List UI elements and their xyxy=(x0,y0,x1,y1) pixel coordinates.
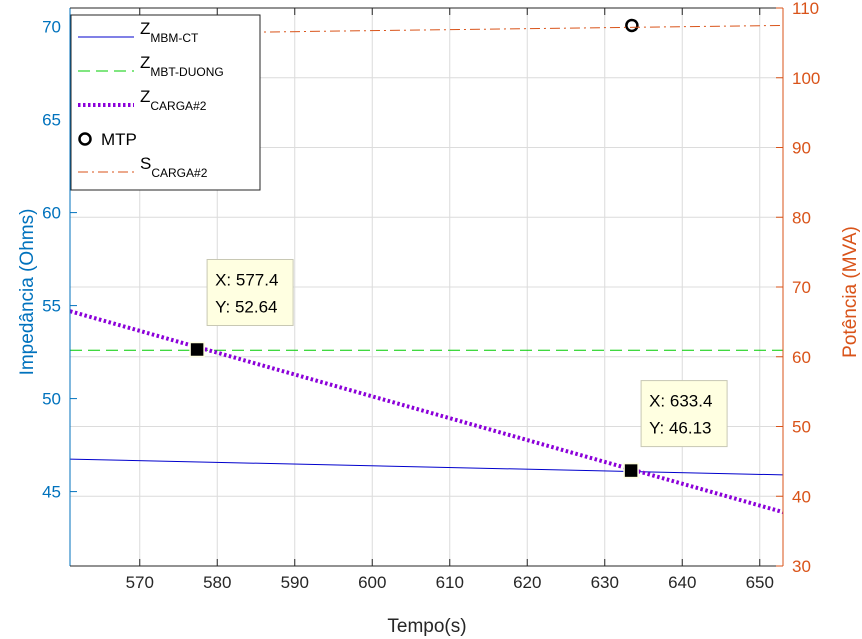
datatip-marker xyxy=(189,341,205,358)
x-tick-label: 610 xyxy=(436,573,464,592)
y-right-tick-label: 80 xyxy=(792,208,811,227)
y-left-tick-label: 55 xyxy=(42,297,61,316)
y-right-tick-label: 60 xyxy=(792,348,811,367)
legend-marker-mtp xyxy=(78,132,92,146)
datatips: X: 577.4 Y: 52.64 X: 633.4 Y: 46.13 xyxy=(189,258,728,479)
legend-label: ZCARGA#2 xyxy=(140,87,207,113)
y-right-tick-label: 90 xyxy=(792,139,811,158)
datatip-y-text: Y: 46.13 xyxy=(649,419,711,438)
x-axis-label: Tempo(s) xyxy=(387,616,466,637)
datatip-x-text: X: 577.4 xyxy=(215,270,278,289)
datatip-x-text: X: 633.4 xyxy=(649,392,712,411)
y-left-tick-label: 65 xyxy=(42,111,61,130)
datatip-box xyxy=(206,258,294,326)
x-tick-label: 630 xyxy=(591,573,619,592)
legend-label: ZMBM-CT xyxy=(140,19,199,45)
legend-box xyxy=(70,14,261,191)
series-marker-mtp xyxy=(625,18,639,33)
y-right-tick-label: 30 xyxy=(792,557,811,576)
tick-labels: 570 580 590 600 610 620 630 640 650 45 50 55 60 65 70 3… xyxy=(42,0,820,592)
x-tick-label: 580 xyxy=(203,573,231,592)
legend-label: ZMBT-DUONG xyxy=(140,53,224,79)
axes xyxy=(69,7,784,567)
y-left-tick-label: 60 xyxy=(42,204,61,223)
series-line-s-carga-2 xyxy=(69,24,784,35)
x-tick-label: 590 xyxy=(281,573,309,592)
y-right-tick-label: 70 xyxy=(792,278,811,297)
y-right-tick-label: 110 xyxy=(792,0,819,18)
x-tick-label: 640 xyxy=(668,573,696,592)
y-right-tick-label: 40 xyxy=(792,487,811,506)
y-left-tick-label: 45 xyxy=(42,483,61,502)
y-right-tick-label: 100 xyxy=(792,69,820,88)
legend-label: SCARGA#2 xyxy=(140,154,208,180)
y-left-tick-label: 50 xyxy=(42,390,61,409)
datatip-y-text: Y: 52.64 xyxy=(215,297,277,316)
x-tick-label: 570 xyxy=(126,573,154,592)
datatip-marker xyxy=(623,462,639,479)
legend-label: MTP xyxy=(101,130,137,149)
x-tick-label: 620 xyxy=(513,573,541,592)
y-right-tick-label: 50 xyxy=(792,418,811,437)
y-left-tick-label: 70 xyxy=(42,18,61,37)
y-axis-left-label: Impedância (Ohms) xyxy=(17,209,38,376)
datatip-box xyxy=(640,380,728,448)
series-line-z-carga-2 xyxy=(69,309,784,515)
y-axis-right-label: Potência (MVA) xyxy=(840,226,861,358)
series-line-z-mbm-ct xyxy=(69,458,784,476)
x-tick-label: 600 xyxy=(358,573,386,592)
x-tick-label: 650 xyxy=(746,573,774,592)
plot-area xyxy=(69,18,784,515)
